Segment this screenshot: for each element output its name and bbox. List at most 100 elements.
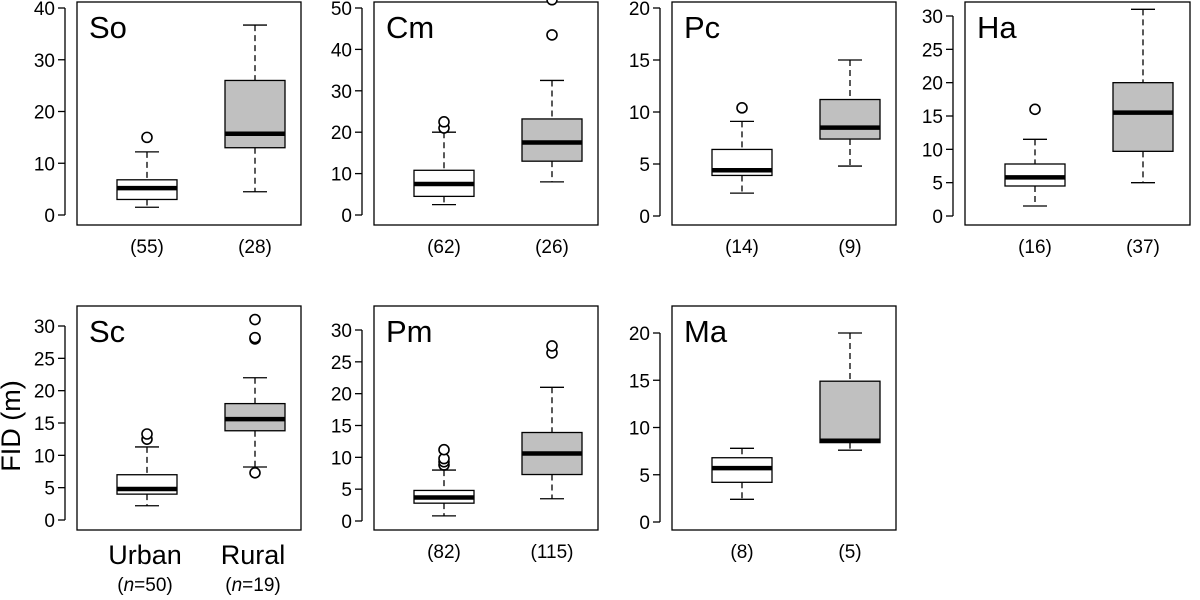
panel-cm: Cm 0 10 20 30 40 50 (62) (26): [331, 0, 599, 258]
panel-title: Pc: [684, 10, 720, 45]
outlier-point-rural: [249, 331, 261, 344]
sample-count-urban: (16): [1018, 237, 1052, 258]
y-tick-label: 10: [34, 154, 55, 175]
y-tick-label: 10: [331, 448, 352, 469]
y-tick-label: 40: [34, 0, 55, 20]
panel-ma: Ma 0 5 10 15 20 (8) (5): [629, 305, 897, 563]
outlier-point-urban: [736, 102, 748, 114]
sample-size-rural: (n=19): [225, 575, 280, 596]
sample-count-urban: (55): [130, 237, 164, 258]
panel-pc: Pc 0 5 10 15 20 (14) (9): [629, 0, 897, 258]
outlier-point-urban: [141, 428, 153, 440]
outlier-point-rural: [546, 29, 558, 41]
box-urban: [116, 474, 178, 495]
outlier-point-rural: [546, 340, 558, 352]
y-tick-label: 20: [629, 0, 650, 20]
y-tick-label: 5: [341, 480, 352, 501]
y-tick-label: 0: [639, 207, 650, 228]
sample-count-urban: (82): [427, 542, 461, 563]
y-tick-label: 20: [34, 103, 55, 124]
panel-frame: [671, 1, 897, 226]
y-tick-label: 10: [629, 419, 650, 440]
y-tick-label: 20: [629, 324, 650, 345]
y-tick-label: 10: [331, 165, 352, 186]
panel-title: Cm: [386, 10, 434, 45]
outlier-point-urban: [141, 131, 153, 144]
sample-count-rural: (28): [238, 237, 272, 258]
y-tick-label: 25: [34, 349, 55, 370]
panel-pm: Pm 0 5 10 15 20 25 30 (82) (115): [331, 305, 599, 563]
y-tick-label: 25: [331, 353, 352, 374]
sample-count-urban: (62): [427, 237, 461, 258]
outlier-point-rural: [249, 466, 261, 479]
sample-size-urban: (n=50): [117, 575, 172, 596]
sample-count-urban: (14): [725, 237, 759, 258]
box-rural: [224, 79, 286, 149]
y-tick-label: 20: [331, 123, 352, 144]
outlier-point-urban: [438, 116, 450, 128]
box-rural: [819, 98, 881, 140]
outlier-point-urban: [438, 443, 450, 456]
y-tick-label: 20: [34, 382, 55, 403]
y-tick-label: 30: [34, 51, 55, 72]
y-tick-label: 5: [639, 466, 650, 487]
y-tick-label: 30: [922, 7, 943, 28]
box-rural: [1112, 82, 1174, 152]
outlier-point-urban: [1029, 103, 1041, 116]
box-urban: [1004, 163, 1066, 187]
y-tick-label: 0: [932, 207, 943, 228]
panel-frame: [964, 1, 1191, 226]
outlier-point-rural: [249, 313, 261, 326]
group-label-rural: Rural: [221, 540, 286, 570]
panel-frame: [373, 1, 599, 226]
y-tick-label: 20: [331, 385, 352, 406]
y-tick-label: 10: [922, 140, 943, 161]
sample-count-rural: (5): [838, 542, 861, 563]
y-axis-label: FID (m): [0, 380, 26, 471]
y-tick-label: 0: [44, 511, 55, 532]
y-tick-label: 0: [639, 513, 650, 534]
panel-sc: Sc 0 5 10 15 20 25 30: [34, 305, 302, 532]
y-tick-label: 50: [331, 0, 352, 20]
sample-count-urban: (8): [730, 542, 753, 563]
y-tick-label: 0: [341, 512, 352, 533]
sample-count-rural: (115): [531, 542, 574, 563]
panel-title: Ma: [684, 314, 728, 349]
panel-frame: [76, 1, 302, 226]
sample-count-rural: (37): [1126, 237, 1160, 258]
y-tick-label: 20: [922, 74, 943, 95]
y-tick-label: 40: [331, 40, 352, 61]
panel-frame: [671, 305, 897, 531]
group-label-urban: Urban: [108, 540, 182, 570]
y-tick-label: 10: [34, 446, 55, 467]
sample-count-rural: (9): [838, 237, 861, 258]
panel-frame: [373, 305, 599, 531]
panel-title: Sc: [89, 314, 125, 349]
y-tick-label: 5: [44, 479, 55, 500]
outlier-point-rural: [546, 0, 558, 6]
panel-so: So 0 10 20 30 40 (55) (28): [34, 0, 302, 258]
box-rural: [819, 380, 881, 444]
panel-title: Ha: [977, 10, 1017, 45]
y-tick-label: 30: [34, 317, 55, 338]
sample-count-rural: (26): [535, 237, 569, 258]
y-tick-label: 15: [331, 417, 352, 438]
y-tick-label: 5: [932, 174, 943, 195]
y-tick-label: 25: [922, 40, 943, 61]
y-tick-label: 15: [629, 371, 650, 392]
y-tick-label: 30: [331, 82, 352, 103]
y-tick-label: 0: [44, 206, 55, 227]
y-tick-label: 30: [331, 321, 352, 342]
panel-title: So: [89, 10, 127, 45]
y-tick-label: 15: [34, 414, 55, 435]
panel-frame: [76, 305, 302, 531]
panel-ha: Ha 0 5 10 15 20 25 30 (16) (37): [922, 1, 1191, 258]
y-tick-label: 15: [629, 51, 650, 72]
y-tick-label: 0: [341, 206, 352, 227]
y-tick-label: 10: [629, 103, 650, 124]
y-tick-label: 15: [922, 107, 943, 128]
box-rural: [521, 118, 583, 162]
y-tick-label: 5: [639, 155, 650, 176]
